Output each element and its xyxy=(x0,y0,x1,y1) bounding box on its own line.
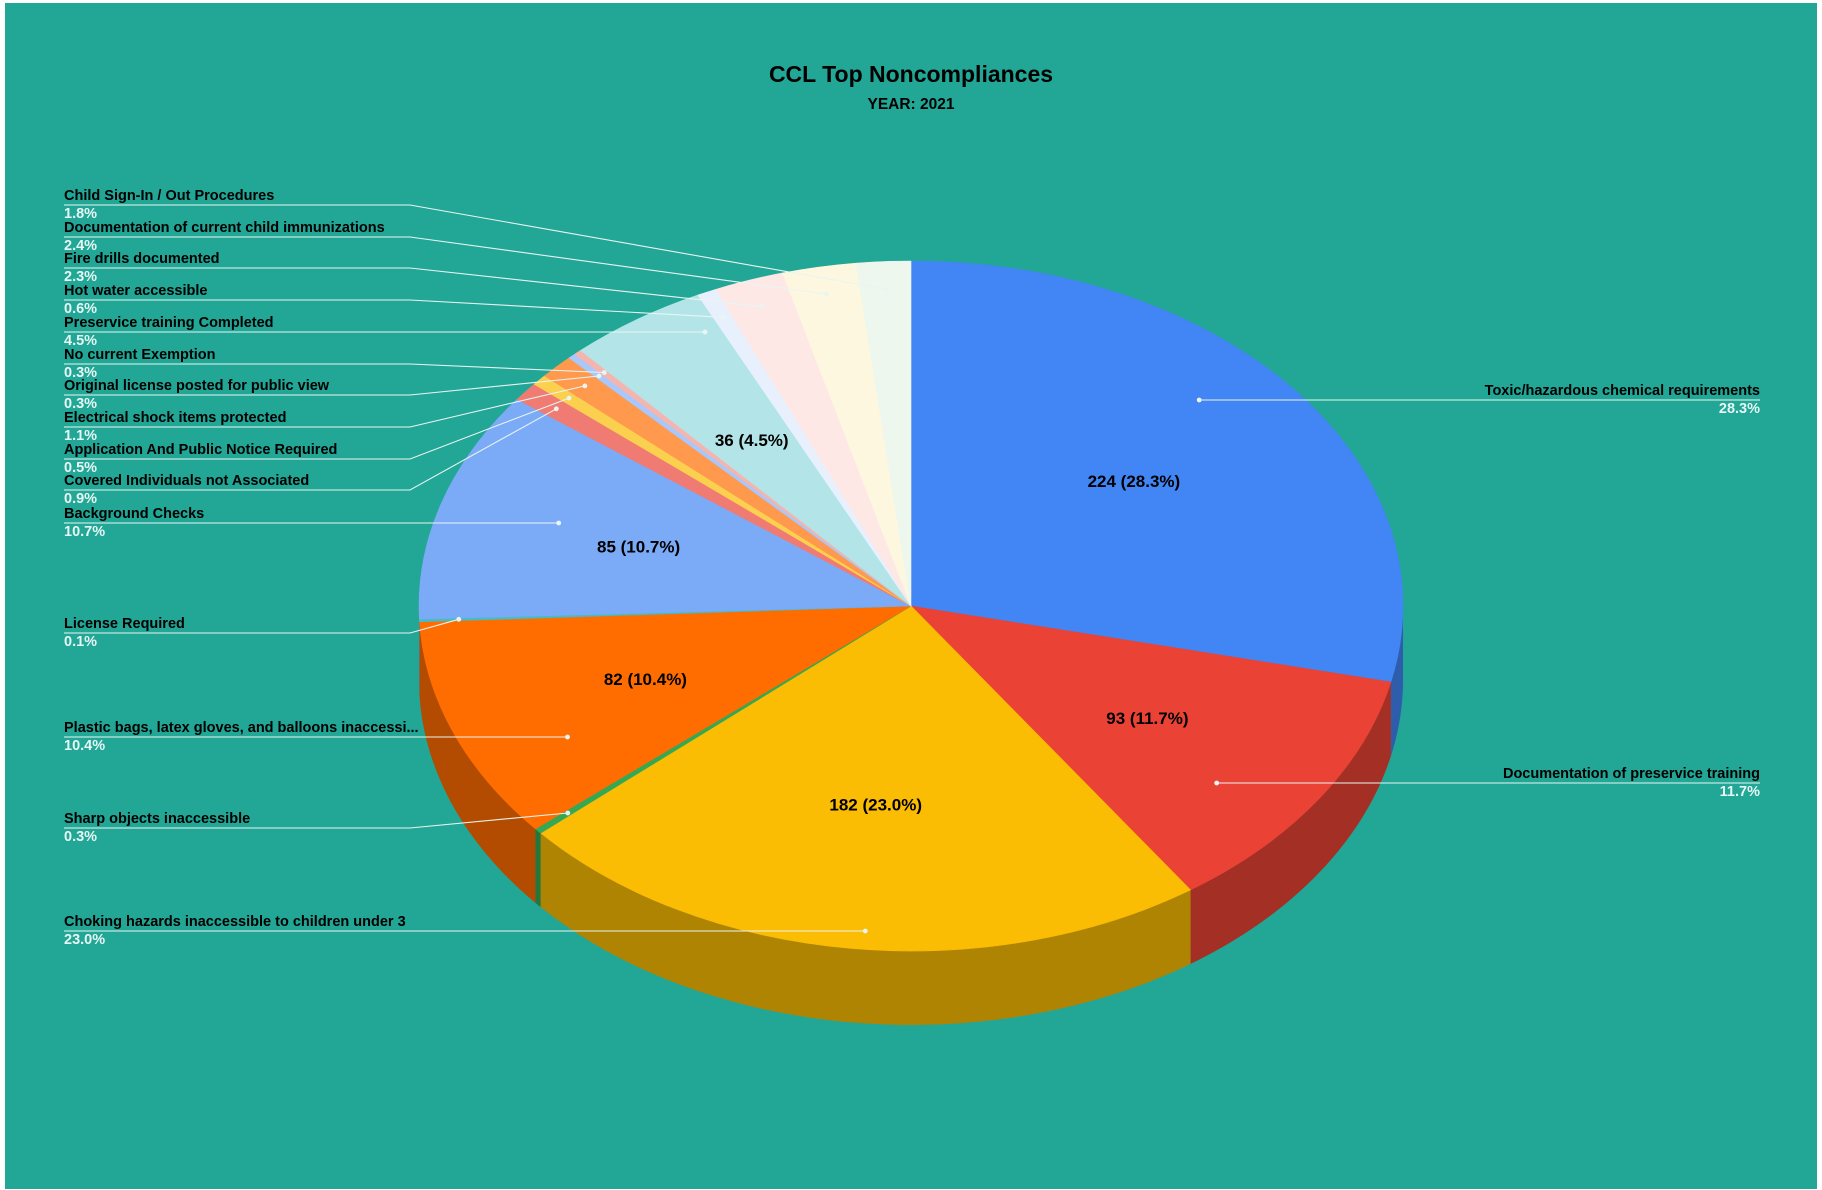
slice-child-sign-in-out-procedures[interactable] xyxy=(855,260,912,607)
slice-percent-label: 0.3% xyxy=(64,829,97,845)
leader-line xyxy=(64,204,886,290)
slice-value-label: 85 (10.7%) xyxy=(597,538,680,557)
slice-name-label: Covered Individuals not Associated xyxy=(64,473,309,489)
slice-percent-label: 28.3% xyxy=(1719,401,1760,417)
slice-percent-label: 0.5% xyxy=(64,460,97,476)
slice-name-label: Preservice training Completed xyxy=(64,315,274,331)
pie-depth-layer xyxy=(419,606,1403,1025)
leader-dot xyxy=(862,928,868,934)
leader-dot xyxy=(566,395,572,401)
slice-documentation-of-preservice-training[interactable] xyxy=(910,605,1392,891)
slice-background-checks[interactable] xyxy=(418,399,912,620)
slice-name-label: License Required xyxy=(64,616,185,632)
labels-layer: 224 (28.3%) 93 (11.7%) 182 (23.0%) 82 (10.4… xyxy=(64,188,1760,948)
chart-subtitle: YEAR: 2021 xyxy=(867,96,954,113)
pie-slices-layer xyxy=(418,260,1404,952)
leader-dot xyxy=(720,314,726,320)
slice-name-label: Choking hazards inaccessible to children… xyxy=(64,914,406,930)
leader-dot xyxy=(1196,397,1202,403)
leader-dot xyxy=(565,810,571,816)
depth-sharp-objects-inaccessible xyxy=(535,828,541,908)
slice-name-label: Electrical shock items protected xyxy=(64,410,286,426)
slice-name-label: Sharp objects inaccessible xyxy=(64,811,250,827)
slice-percent-label: 0.3% xyxy=(64,396,97,412)
leader-dot xyxy=(601,370,607,375)
leader-dot xyxy=(565,734,570,740)
slice-name-label: Fire drills documented xyxy=(64,251,220,267)
slice-percent-label: 0.3% xyxy=(64,365,97,381)
slice-value-label: 93 (11.7%) xyxy=(1106,709,1188,728)
leader-line xyxy=(64,267,762,307)
slice-name-label: Documentation of preservice training xyxy=(1503,766,1760,782)
leader-line xyxy=(64,408,557,491)
leader-line xyxy=(64,385,586,428)
slice-name-label: Original license posted for public view xyxy=(64,378,330,394)
slice-name-label: Child Sign-In / Out Procedures xyxy=(64,188,274,204)
slice-percent-label: 10.7% xyxy=(64,524,105,540)
slice-name-label: No current Exemption xyxy=(64,347,215,363)
slice-value-label: 82 (10.4%) xyxy=(604,670,687,689)
depth-documentation-of-preservice-training xyxy=(1190,682,1391,964)
leader-dot xyxy=(759,304,765,309)
depth-choking-hazards-inaccessible-to-children-under-3 xyxy=(540,833,1191,1025)
slice-percent-label: 1.1% xyxy=(64,428,97,444)
leader-line xyxy=(64,363,605,374)
slice-toxic-hazardous-chemical-requirements[interactable] xyxy=(910,260,1404,683)
slice-percent-label: 4.5% xyxy=(64,333,97,349)
slice-name-label: Plastic bags, latex gloves, and balloons… xyxy=(64,720,419,736)
slice-value-label: 182 (23.0%) xyxy=(829,796,922,815)
slice-percent-label: 23.0% xyxy=(64,932,105,948)
leader-line xyxy=(64,299,724,318)
leader-dot xyxy=(582,383,588,389)
leader-dot xyxy=(1214,780,1220,786)
slice-percent-label: 10.4% xyxy=(64,738,105,754)
chart-title: CCL Top Noncompliances xyxy=(769,61,1053,87)
slice-name-label: Application And Public Notice Required xyxy=(64,442,337,458)
slice-name-label: Documentation of current child immunizat… xyxy=(64,220,385,236)
leader-dot xyxy=(883,286,889,292)
leader-line xyxy=(64,618,459,634)
leader-dot xyxy=(824,291,829,297)
leader-dot xyxy=(556,520,562,526)
leader-line xyxy=(64,375,600,396)
leader-line xyxy=(64,397,570,460)
slice-percent-label: 0.9% xyxy=(64,491,97,507)
slice-percent-label: 1.8% xyxy=(64,206,97,222)
leader-dot xyxy=(596,373,602,379)
slice-name-label: Background Checks xyxy=(64,506,204,522)
slice-percent-label: 11.7% xyxy=(1720,784,1760,800)
slice-percent-label: 0.1% xyxy=(64,634,97,650)
slice-name-label: Hot water accessible xyxy=(64,283,207,299)
slice-name-label: Toxic/hazardous chemical requirements xyxy=(1485,383,1760,399)
slice-percent-label: 2.3% xyxy=(64,269,97,285)
slice-value-label: 36 (4.5%) xyxy=(715,431,789,450)
depth-plastic-bags-latex-gloves-and-balloons-inaccessi xyxy=(419,621,536,903)
slice-choking-hazards-inaccessible-to-children-under-3[interactable] xyxy=(540,605,1191,952)
slice-percent-label: 0.6% xyxy=(64,301,97,317)
leader-dot xyxy=(553,406,559,412)
slice-plastic-bags-latex-gloves-and-balloons-inaccessi[interactable] xyxy=(419,605,912,830)
leader-dot xyxy=(456,616,462,622)
leader-line xyxy=(64,236,827,295)
slice-value-label: 224 (28.3%) xyxy=(1088,472,1181,491)
depth-toxic-hazardous-chemical-requirements xyxy=(1390,606,1403,756)
slice-percent-label: 2.4% xyxy=(64,238,97,254)
leader-lines-layer xyxy=(64,204,1760,934)
leader-dot xyxy=(702,329,708,335)
leader-line xyxy=(64,812,568,829)
